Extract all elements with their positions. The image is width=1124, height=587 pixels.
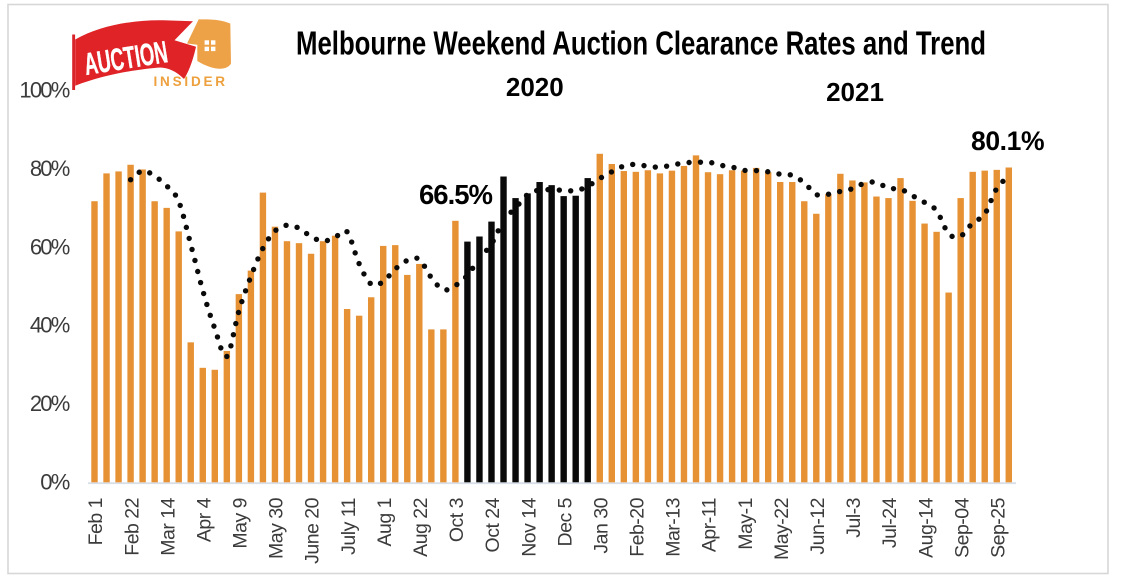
svg-text:May-1: May-1 [735,498,757,550]
svg-text:0%: 0% [40,470,69,495]
svg-text:40%: 40% [30,313,70,338]
svg-text:2021: 2021 [826,77,884,107]
svg-text:June 20: June 20 [302,497,324,564]
svg-text:Jan 30: Jan 30 [591,497,613,553]
svg-text:Oct 3: Oct 3 [446,498,468,542]
svg-text:Feb-20: Feb-20 [627,497,649,556]
svg-text:Jul-3: Jul-3 [843,498,865,538]
svg-text:May 30: May 30 [266,497,288,559]
svg-text:Aug 1: Aug 1 [374,498,396,546]
svg-text:July 11: July 11 [338,498,360,555]
svg-text:80.1%: 80.1% [971,126,1044,156]
svg-text:Feb 1: Feb 1 [85,498,107,545]
svg-text:Jun-12: Jun-12 [807,498,829,555]
svg-text:Melbourne Weekend Auction Clea: Melbourne Weekend Auction Clearance Rate… [296,26,986,63]
svg-text:Dec 5: Dec 5 [554,497,576,546]
svg-text:Aug-14: Aug-14 [915,497,937,558]
svg-text:Mar-13: Mar-13 [663,498,685,557]
svg-text:20%: 20% [30,391,70,416]
svg-text:2020: 2020 [506,72,564,102]
svg-text:Sep-04: Sep-04 [951,497,973,558]
svg-text:Feb 22: Feb 22 [121,498,143,556]
svg-text:Apr 4: Apr 4 [194,497,216,542]
svg-text:Jul-24: Jul-24 [879,497,901,548]
svg-text:66.5%: 66.5% [419,179,493,210]
svg-text:Oct 24: Oct 24 [482,497,504,552]
svg-text:May 9: May 9 [230,498,252,549]
svg-text:100%: 100% [19,78,69,103]
svg-text:INSIDER: INSIDER [154,74,228,89]
svg-text:Aug 22: Aug 22 [410,498,432,557]
svg-text:60%: 60% [30,234,70,259]
svg-text:Apr-11: Apr-11 [699,498,721,552]
svg-text:Sep-25: Sep-25 [988,497,1010,558]
svg-text:Mar 14: Mar 14 [157,497,179,555]
svg-text:80%: 80% [30,156,70,181]
svg-text:Nov 14: Nov 14 [518,497,540,556]
svg-text:May-22: May-22 [771,498,793,560]
